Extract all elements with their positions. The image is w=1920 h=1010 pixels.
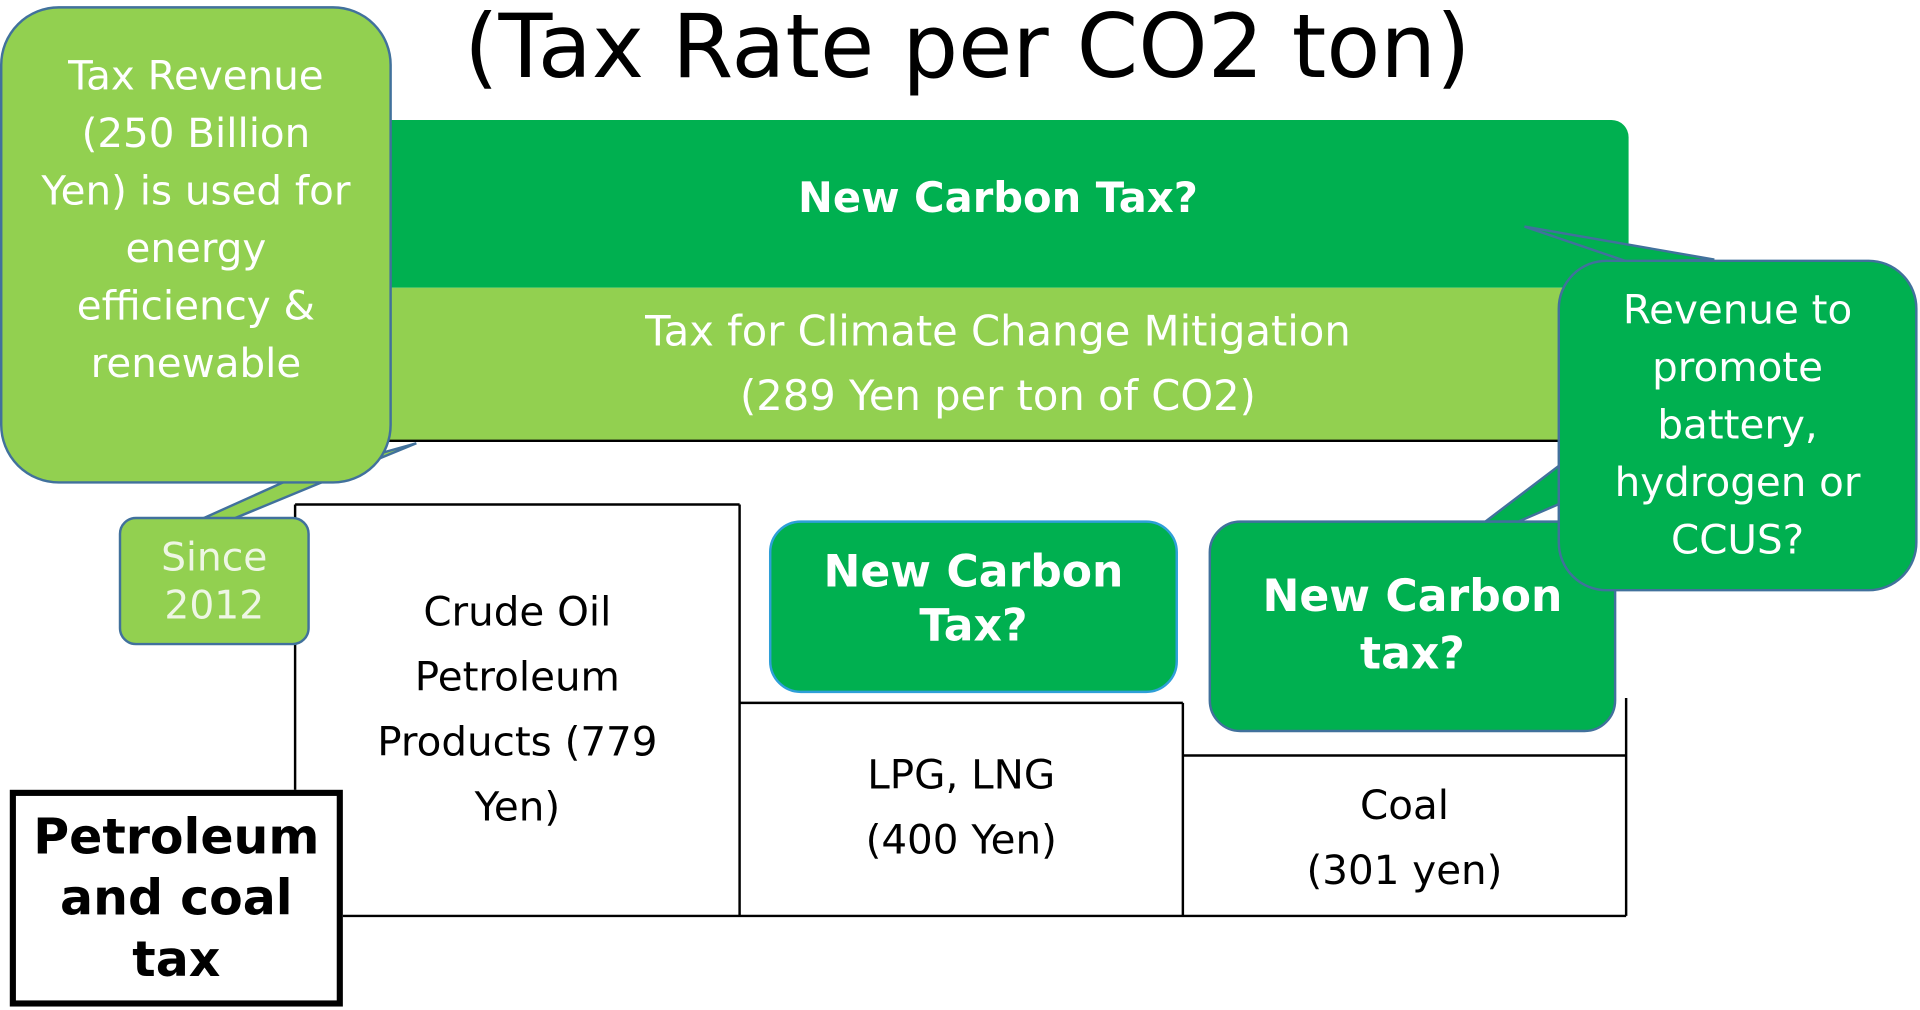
new-carbon-tax-lpg: New Carbon Tax?	[768, 520, 1178, 694]
label: Coal	[1360, 781, 1449, 830]
label: (400 Yen)	[865, 815, 1057, 864]
callout-tail	[1524, 225, 1715, 264]
label: Since 2012	[161, 534, 268, 628]
lpg-box: LPG, LNG (400 Yen)	[740, 735, 1183, 882]
label: New Carbon tax?	[1262, 572, 1563, 679]
callout-right: Revenue to promote battery, hydrogen or …	[1557, 259, 1918, 592]
climate-tax-bar: Tax for Climate Change Mitigation (289 Y…	[367, 287, 1629, 441]
label: (301 yen)	[1306, 846, 1503, 894]
label: Tax for Climate Change Mitigation	[645, 307, 1351, 357]
crude-oil-box: Crude Oil Petroleum Products (779 Yen)	[343, 576, 692, 845]
title: (Tax Rate per CO2 ton)	[294, 0, 1641, 108]
label: (289 Yen per ton of CO2)	[740, 371, 1256, 421]
label: LPG, LNG	[867, 750, 1056, 799]
label: New Carbon Tax?	[798, 173, 1198, 223]
callout-left: Tax Revenue (250 Billion Yen) is used fo…	[0, 6, 392, 484]
new-carbon-tax-coal: New Carbon tax?	[1208, 520, 1617, 733]
coal-box: Coal (301 yen)	[1183, 765, 1626, 912]
since-box: Since 2012	[118, 516, 310, 646]
label: Tax Revenue (250 Billion Yen) is used fo…	[41, 51, 351, 387]
title-text: (Tax Rate per CO2 ton)	[464, 0, 1471, 98]
label: Revenue to promote battery, hydrogen or …	[1614, 285, 1861, 564]
new-carbon-tax-bar: New Carbon Tax?	[367, 120, 1629, 288]
label: Crude Oil Petroleum Products (779 Yen)	[377, 588, 658, 830]
label: New Carbon Tax?	[823, 547, 1124, 651]
label: Petroleum and coal tax	[33, 808, 320, 988]
tax-label: Petroleum and coal tax	[9, 789, 343, 1007]
